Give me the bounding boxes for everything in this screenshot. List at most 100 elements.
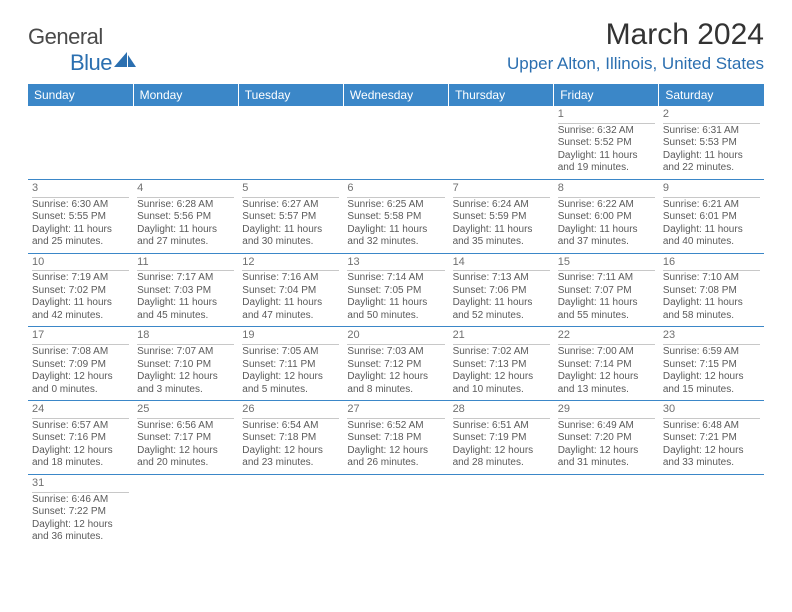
calendar-cell: 12Sunrise: 7:16 AMSunset: 7:04 PMDayligh…: [238, 253, 343, 327]
cell-line: Daylight: 12 hours: [32, 445, 129, 458]
cell-line: Sunset: 7:05 PM: [347, 285, 444, 298]
calendar-cell: 6Sunrise: 6:25 AMSunset: 5:58 PMDaylight…: [343, 179, 448, 253]
cell-line: Sunset: 7:21 PM: [663, 432, 760, 445]
day-number: 27: [347, 403, 444, 419]
calendar-cell: 31Sunrise: 6:46 AMSunset: 7:22 PMDayligh…: [28, 474, 133, 547]
calendar-cell: .: [554, 474, 659, 547]
calendar-cell: .: [659, 474, 764, 547]
calendar-cell: 14Sunrise: 7:13 AMSunset: 7:06 PMDayligh…: [449, 253, 554, 327]
cell-line: Sunrise: 6:59 AM: [663, 346, 760, 359]
day-number: 20: [347, 329, 444, 345]
cell-line: Daylight: 12 hours: [32, 519, 129, 532]
cell-line: Daylight: 11 hours: [242, 224, 339, 237]
cell-line: Sunrise: 7:05 AM: [242, 346, 339, 359]
calendar-row: 24Sunrise: 6:57 AMSunset: 7:16 PMDayligh…: [28, 401, 764, 475]
cell-line: Daylight: 11 hours: [558, 150, 655, 163]
cell-line: Sunrise: 6:21 AM: [663, 199, 760, 212]
cell-line: Sunrise: 6:28 AM: [137, 199, 234, 212]
calendar-cell: 20Sunrise: 7:03 AMSunset: 7:12 PMDayligh…: [343, 327, 448, 401]
day-number: 2: [663, 108, 760, 124]
cell-line: and 55 minutes.: [558, 310, 655, 323]
day-number: 30: [663, 403, 760, 419]
calendar-cell: .: [449, 106, 554, 179]
cell-line: Sunset: 7:19 PM: [453, 432, 550, 445]
cell-line: Daylight: 11 hours: [137, 224, 234, 237]
cell-line: Sunset: 5:53 PM: [663, 137, 760, 150]
calendar-cell: 9Sunrise: 6:21 AMSunset: 6:01 PMDaylight…: [659, 179, 764, 253]
calendar-cell: .: [343, 106, 448, 179]
cell-line: Sunset: 7:14 PM: [558, 359, 655, 372]
calendar-cell: 10Sunrise: 7:19 AMSunset: 7:02 PMDayligh…: [28, 253, 133, 327]
cell-line: Sunrise: 7:19 AM: [32, 272, 129, 285]
calendar-cell: 3Sunrise: 6:30 AMSunset: 5:55 PMDaylight…: [28, 179, 133, 253]
day-number: 19: [242, 329, 339, 345]
calendar-cell: 26Sunrise: 6:54 AMSunset: 7:18 PMDayligh…: [238, 401, 343, 475]
cell-line: Sunrise: 7:02 AM: [453, 346, 550, 359]
calendar-cell: 8Sunrise: 6:22 AMSunset: 6:00 PMDaylight…: [554, 179, 659, 253]
cell-line: and 26 minutes.: [347, 457, 444, 470]
calendar-cell: 17Sunrise: 7:08 AMSunset: 7:09 PMDayligh…: [28, 327, 133, 401]
cell-line: Sunrise: 7:08 AM: [32, 346, 129, 359]
cell-line: Daylight: 11 hours: [663, 150, 760, 163]
cell-line: Sunrise: 7:03 AM: [347, 346, 444, 359]
cell-line: Daylight: 12 hours: [32, 371, 129, 384]
cell-line: Daylight: 11 hours: [347, 297, 444, 310]
cell-line: Daylight: 12 hours: [347, 445, 444, 458]
header: General Blue March 2024 Upper Alton, Ill…: [28, 18, 764, 76]
cell-line: Sunset: 7:18 PM: [242, 432, 339, 445]
weekday-header: Monday: [133, 84, 238, 106]
cell-line: Sunset: 5:59 PM: [453, 211, 550, 224]
day-number: 3: [32, 182, 129, 198]
cell-line: Sunrise: 6:51 AM: [453, 420, 550, 433]
calendar-cell: 23Sunrise: 6:59 AMSunset: 7:15 PMDayligh…: [659, 327, 764, 401]
day-number: 25: [137, 403, 234, 419]
calendar-row: 17Sunrise: 7:08 AMSunset: 7:09 PMDayligh…: [28, 327, 764, 401]
cell-line: Sunset: 7:18 PM: [347, 432, 444, 445]
weekday-header: Thursday: [449, 84, 554, 106]
cell-line: Sunrise: 6:48 AM: [663, 420, 760, 433]
cell-line: Sunrise: 6:46 AM: [32, 494, 129, 507]
calendar-row: 10Sunrise: 7:19 AMSunset: 7:02 PMDayligh…: [28, 253, 764, 327]
calendar-cell: .: [133, 474, 238, 547]
cell-line: Sunset: 7:20 PM: [558, 432, 655, 445]
cell-line: and 8 minutes.: [347, 384, 444, 397]
cell-line: Daylight: 12 hours: [558, 371, 655, 384]
calendar-cell: .: [133, 106, 238, 179]
cell-line: Sunset: 7:13 PM: [453, 359, 550, 372]
cell-line: Sunset: 7:12 PM: [347, 359, 444, 372]
day-number: 7: [453, 182, 550, 198]
cell-line: Sunrise: 7:00 AM: [558, 346, 655, 359]
calendar-cell: 7Sunrise: 6:24 AMSunset: 5:59 PMDaylight…: [449, 179, 554, 253]
calendar-cell: .: [449, 474, 554, 547]
cell-line: and 10 minutes.: [453, 384, 550, 397]
cell-line: Daylight: 11 hours: [558, 297, 655, 310]
cell-line: Sunrise: 6:22 AM: [558, 199, 655, 212]
cell-line: Daylight: 11 hours: [347, 224, 444, 237]
cell-line: Sunrise: 6:54 AM: [242, 420, 339, 433]
day-number: 9: [663, 182, 760, 198]
weekday-header-row: SundayMondayTuesdayWednesdayThursdayFrid…: [28, 84, 764, 106]
cell-line: Sunrise: 6:27 AM: [242, 199, 339, 212]
cell-line: Sunset: 7:08 PM: [663, 285, 760, 298]
logo: General Blue: [28, 24, 136, 76]
cell-line: Sunset: 7:06 PM: [453, 285, 550, 298]
cell-line: Sunrise: 6:32 AM: [558, 125, 655, 138]
cell-line: and 33 minutes.: [663, 457, 760, 470]
cell-line: and 50 minutes.: [347, 310, 444, 323]
cell-line: and 3 minutes.: [137, 384, 234, 397]
cell-line: Sunrise: 7:17 AM: [137, 272, 234, 285]
cell-line: Daylight: 11 hours: [137, 297, 234, 310]
cell-line: Sunrise: 7:11 AM: [558, 272, 655, 285]
cell-line: Sunrise: 7:10 AM: [663, 272, 760, 285]
cell-line: and 13 minutes.: [558, 384, 655, 397]
calendar-table: SundayMondayTuesdayWednesdayThursdayFrid…: [28, 84, 764, 548]
cell-line: Daylight: 11 hours: [663, 224, 760, 237]
calendar-row: 31Sunrise: 6:46 AMSunset: 7:22 PMDayligh…: [28, 474, 764, 547]
cell-line: Sunrise: 6:49 AM: [558, 420, 655, 433]
day-number: 26: [242, 403, 339, 419]
weekday-header: Wednesday: [343, 84, 448, 106]
cell-line: Sunset: 7:16 PM: [32, 432, 129, 445]
calendar-cell: 2Sunrise: 6:31 AMSunset: 5:53 PMDaylight…: [659, 106, 764, 179]
cell-line: Daylight: 12 hours: [663, 371, 760, 384]
cell-line: and 32 minutes.: [347, 236, 444, 249]
